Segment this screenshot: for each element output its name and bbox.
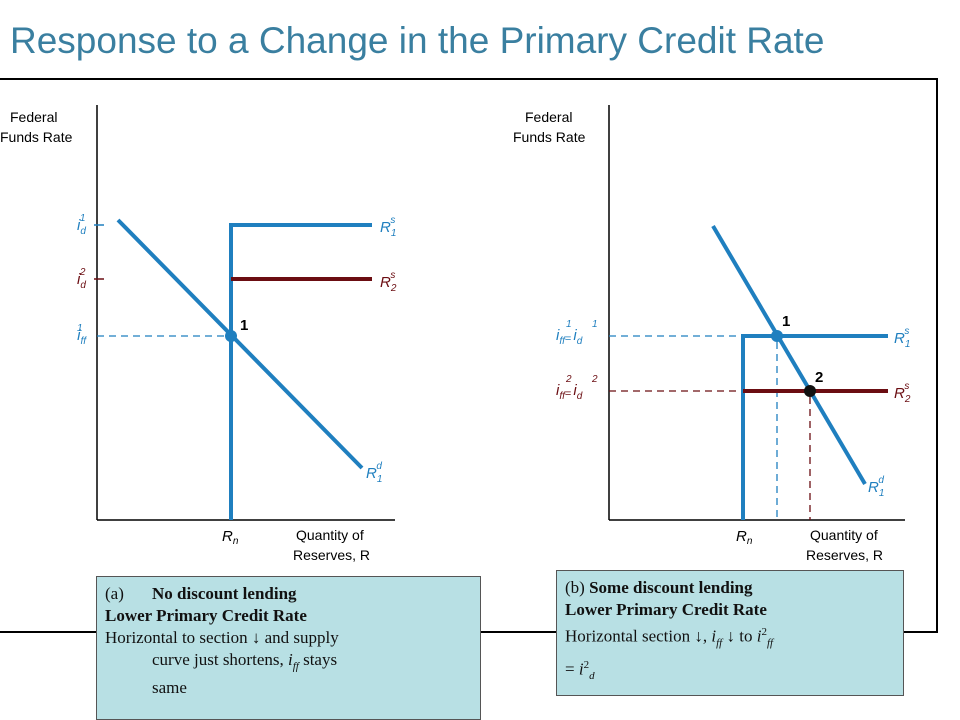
down-arrow-icon: ↓ [251, 628, 261, 647]
panel-a-point-1-label: 1 [240, 317, 248, 334]
panel-b-y-label-1: Federal [525, 109, 572, 125]
panel-a-iff1-label: iff1 [77, 323, 87, 347]
panel-a-demand-1 [116, 218, 364, 470]
note-b-line-3: Horizontal section ↓, iff ↓ to i2ff [565, 626, 774, 650]
panel-a-id2-label: id2 [77, 267, 86, 291]
down-arrow-icon: ↓ [694, 626, 703, 646]
note-a-line-5: same [152, 678, 187, 698]
frame-top-line [0, 78, 938, 80]
panel-b-x-label-2: Reserves, R [806, 547, 883, 563]
panel-b-x-label-1: Quantity of [810, 527, 878, 543]
panel-a-rs2-label: R2s [380, 270, 397, 294]
panel-b-point-2-label: 2 [815, 369, 823, 386]
panel-b-rs2-label: R2s [894, 381, 911, 405]
panel-b-eq2-sup-a: 2 [565, 374, 572, 385]
panel-b: Federal Funds Rate Quantity of Reserves,… [513, 105, 911, 563]
note-a-heading: No discount lending [152, 584, 297, 603]
panel-b-eq2-label: iff= id [556, 382, 583, 402]
panel-b-eq2-sup-b: 2 [591, 374, 598, 385]
note-a-marker: (a) [105, 584, 124, 603]
panel-b-point-2 [804, 385, 816, 397]
frame-right-line [936, 78, 938, 632]
diagram: Federal Funds Rate Quantity of Reserves,… [0, 105, 911, 563]
down-arrow-icon: ↓ [726, 626, 735, 646]
panel-b-demand-1 [711, 224, 867, 486]
panel-a-rn-label: Rn [222, 528, 239, 547]
panel-a: Federal Funds Rate Quantity of Reserves,… [0, 105, 397, 563]
note-b-heading: Some discount lending [589, 578, 753, 597]
note-box-a: (a) No discount lending Lower Primary Cre… [96, 576, 481, 720]
note-a-line-4: curve just shortens, iff stays [152, 650, 338, 673]
note-b-line-4: = i2d [565, 659, 595, 683]
slide-title: Response to a Change in the Primary Cred… [10, 20, 825, 61]
note-b-line-2: Lower Primary Credit Rate [565, 600, 767, 619]
note-a-line-1: (a) No discount lending [105, 583, 472, 605]
note-a-line-3: Horizontal to section ↓ and supply [105, 628, 339, 647]
panel-a-x-label-2: Reserves, R [293, 547, 370, 563]
panel-a-rd1-label: R1d [366, 461, 382, 485]
panel-b-eq1-sup-b: 1 [592, 319, 598, 330]
note-b-marker: (b) [565, 578, 590, 597]
panel-b-y-label-2: Funds Rate [513, 129, 586, 145]
note-a-line-2: Lower Primary Credit Rate [105, 606, 307, 625]
panel-b-eq1-sup-a: 1 [566, 319, 572, 330]
note-b-line-1: (b) Some discount lending [565, 577, 895, 599]
panel-a-x-label-1: Quantity of [296, 527, 364, 543]
panel-a-supply-1 [229, 223, 372, 520]
panel-b-point-1 [771, 330, 783, 342]
panel-a-id1-label: id1 [77, 213, 86, 237]
panel-b-rn-label: Rn [736, 528, 753, 547]
panel-a-point-1 [225, 330, 237, 342]
panel-a-y-label-1: Federal [10, 109, 57, 125]
panel-b-rd1-label: R1d [868, 475, 884, 499]
panel-b-supply-1 [741, 334, 888, 520]
panel-a-rs1-label: R1s [380, 215, 396, 239]
panel-b-rs1-label: R1s [894, 326, 910, 350]
note-box-b: (b) Some discount lending Lower Primary … [556, 570, 904, 696]
panel-b-point-1-label: 1 [782, 313, 790, 330]
panel-b-eq1-label: iff= id [556, 327, 583, 347]
panel-a-y-label-2: Funds Rate [0, 129, 73, 145]
